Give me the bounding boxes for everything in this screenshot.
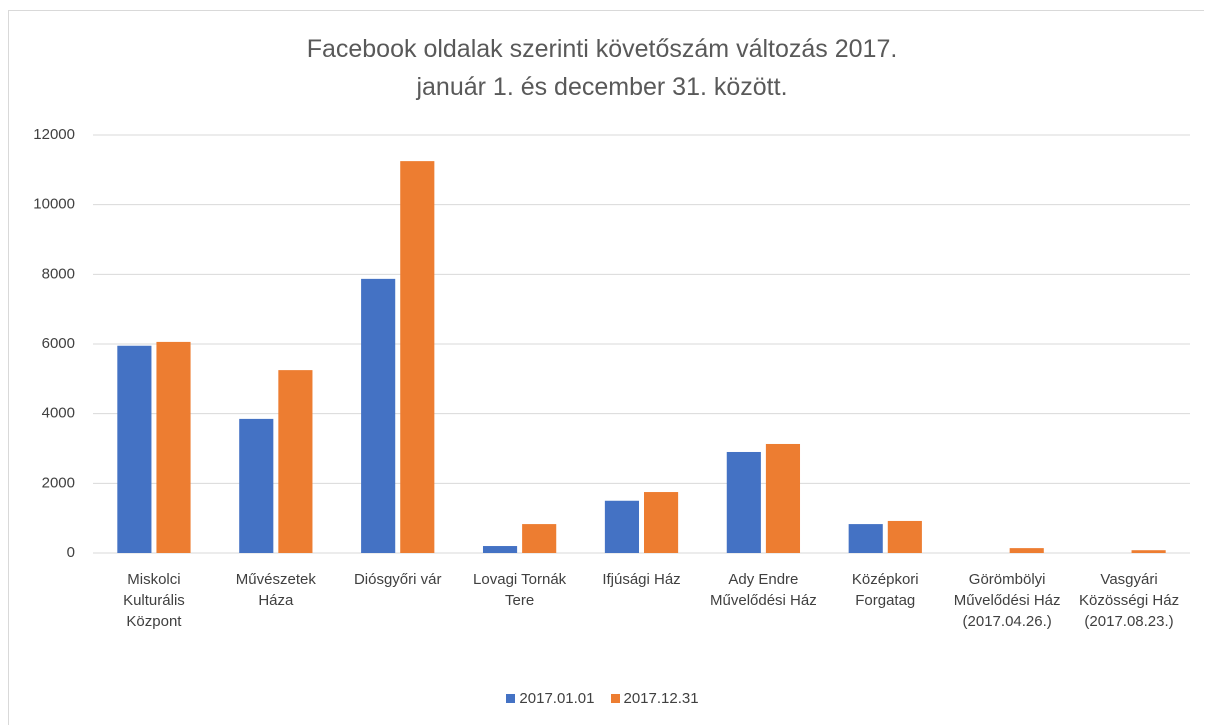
legend: 2017.01.01 2017.12.31 [0,690,1205,707]
bar [726,451,761,553]
legend-label: 2017.01.01 [519,690,595,707]
x-tick-label: Vasgyári Közösségi Ház (2017.08.23.) [1079,571,1180,630]
bar [644,492,679,553]
bar [1009,548,1044,553]
y-tick-label: 4000 [42,405,75,422]
bar [848,524,883,553]
bar [482,546,518,553]
chart-title: Facebook oldalak szerinti követőszám vál… [306,35,898,101]
y-tick-label: 0 [67,544,75,561]
bar [1131,550,1166,553]
bar [522,524,557,553]
bar [156,341,191,553]
bar [117,345,152,553]
x-tick-label: Ady Endre Művelődési Ház [710,571,817,609]
bar [239,418,274,553]
y-tick-label: 12000 [33,126,75,143]
y-tick-label: 6000 [42,335,75,352]
bar [604,500,639,553]
legend-swatch [506,694,516,703]
bar [400,161,435,553]
x-tick-label: Lovagi Tornák Tere [473,571,567,609]
bar [278,370,313,553]
legend-label: 2017.12.31 [623,690,699,707]
y-tick-label: 10000 [33,196,75,213]
y-tick-label: 8000 [42,265,75,282]
bar [361,278,396,553]
x-tick-label: Művészetek Háza [235,571,316,609]
x-tick-label: Miskolci Kulturális Központ [123,571,185,630]
x-tick-label: Középkori Forgatag [851,571,919,609]
x-tick-label: Ifjúsági Ház [602,571,681,588]
y-tick-label: 2000 [42,474,75,491]
bar [887,520,922,553]
legend-item: 2017.01.01 [506,690,595,707]
legend-item: 2017.12.31 [610,690,699,707]
x-tick-label: Diósgyőri vár [353,571,442,588]
legend-swatch [610,694,620,703]
bar [765,443,801,553]
chart-border [8,10,1204,725]
x-tick-label: Görömbölyi Művelődési Ház (2017.04.26.) [953,571,1061,630]
